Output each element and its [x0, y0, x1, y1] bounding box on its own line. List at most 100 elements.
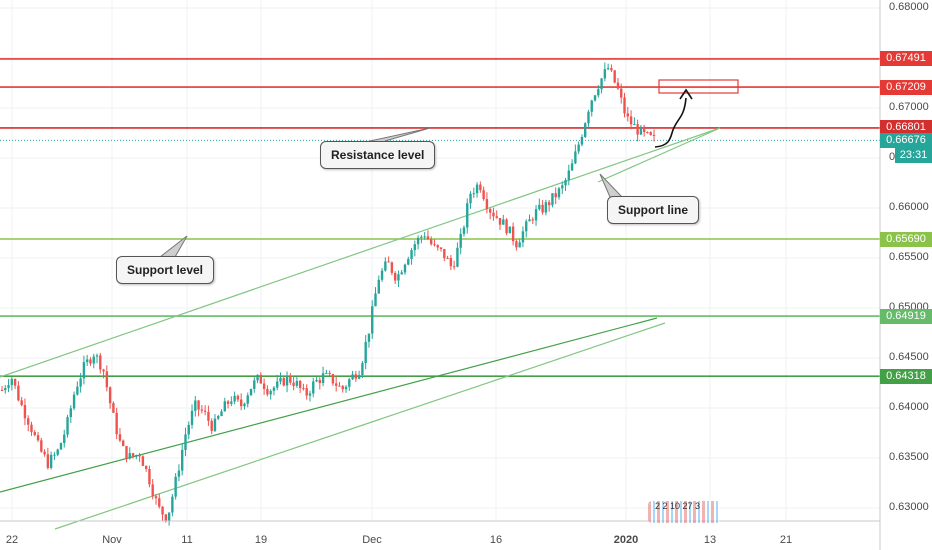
candle-body: [197, 400, 200, 410]
candle-body: [99, 355, 102, 370]
candle-body: [56, 449, 59, 455]
candle-body: [279, 378, 282, 382]
candle-body: [521, 231, 525, 243]
candle-body: [69, 408, 73, 418]
candle-body: [587, 111, 590, 124]
candle-body: [597, 89, 600, 96]
candle-body: [551, 193, 554, 206]
date-tick-label: 22: [5, 534, 19, 546]
candle-body: [223, 401, 226, 412]
candle-body: [413, 244, 417, 251]
candle-body: [410, 250, 413, 260]
candle-body: [256, 374, 259, 381]
candle-body: [606, 68, 610, 70]
candle-body: [36, 435, 40, 441]
candle-body: [246, 395, 249, 404]
candle-body: [158, 498, 161, 507]
price-tick-label: 0.64000: [889, 401, 929, 413]
price-tick-label: 0.63500: [889, 451, 929, 463]
candle-body: [357, 375, 361, 379]
candle-body: [171, 496, 174, 513]
candle-body: [53, 454, 56, 456]
candle-body: [292, 382, 295, 386]
candle-body: [220, 411, 223, 417]
candle-body: [318, 379, 322, 384]
candle-body: [33, 432, 36, 436]
candle-body: [541, 204, 544, 213]
candle-body: [525, 221, 528, 232]
candle-body: [498, 217, 502, 225]
candle-body: [534, 209, 538, 221]
candle-body: [135, 454, 138, 457]
candle-body: [580, 136, 584, 145]
candle-body: [426, 236, 430, 240]
candle-body: [203, 410, 207, 412]
support-line-label: Support line: [618, 203, 688, 217]
candle-body: [423, 236, 426, 238]
candle-body: [626, 113, 629, 117]
candle-body: [266, 388, 269, 395]
candle-body: [639, 126, 643, 135]
candle-body: [616, 82, 620, 89]
candle-body: [439, 247, 443, 249]
candle-body: [20, 400, 23, 406]
grid: [0, 0, 880, 521]
candle-body: [334, 383, 338, 386]
candle-body: [364, 341, 367, 364]
candle-body: [76, 386, 79, 395]
candle-body: [108, 387, 112, 404]
candle-body: [361, 363, 364, 376]
candle-body: [115, 412, 118, 435]
candle-body: [603, 69, 607, 79]
price-tick-label: 0.66000: [889, 201, 929, 213]
level-price-tag: 0.67491: [880, 51, 932, 67]
level-price-tag: 0.67209: [880, 79, 932, 95]
candle-body: [174, 476, 177, 497]
candle-body: [4, 388, 7, 391]
candle-body: [46, 454, 50, 468]
candle-body: [554, 193, 557, 198]
candle-body: [125, 446, 128, 459]
candle-body: [138, 454, 141, 457]
candle-body: [613, 70, 616, 83]
candle-body: [200, 409, 204, 411]
candle-body: [567, 170, 571, 180]
candle-body: [505, 219, 508, 234]
level-price-tag: 0.64318: [880, 368, 932, 384]
candle-body: [233, 395, 236, 402]
resistance-pointer: [369, 127, 431, 142]
candle-body: [312, 381, 315, 394]
trend-channel-lower-2: [54, 322, 666, 530]
candle-body: [328, 372, 331, 375]
candle-body: [82, 362, 86, 379]
candle-body: [167, 512, 171, 522]
candle-body: [528, 219, 531, 222]
target-box: [658, 79, 739, 94]
candle-body: [128, 453, 131, 459]
date-tick-label: 16: [489, 534, 503, 546]
candle-body: [148, 468, 151, 485]
date-tick-label: 13: [703, 534, 717, 546]
candle-body: [633, 124, 636, 126]
candle-body: [479, 184, 482, 191]
candle-body: [63, 434, 66, 444]
candle-body: [7, 385, 10, 389]
candles: [0, 62, 656, 526]
candle-body: [351, 374, 354, 380]
candle-body: [315, 379, 318, 382]
candle-body: [308, 393, 312, 396]
candle-body: [430, 239, 433, 245]
date-tick-label: 11: [181, 534, 193, 546]
candle-body: [249, 388, 253, 396]
candle-body: [387, 261, 390, 263]
candle-body: [574, 151, 577, 164]
candle-body: [380, 270, 384, 280]
candle-body: [102, 369, 105, 372]
support-line-callout: Support line: [607, 196, 699, 224]
candle-body: [295, 380, 299, 386]
candle-body: [341, 386, 344, 390]
candle-body: [642, 126, 646, 133]
candle-body: [511, 226, 515, 242]
candle-body: [122, 440, 125, 447]
candle-body: [515, 241, 518, 248]
